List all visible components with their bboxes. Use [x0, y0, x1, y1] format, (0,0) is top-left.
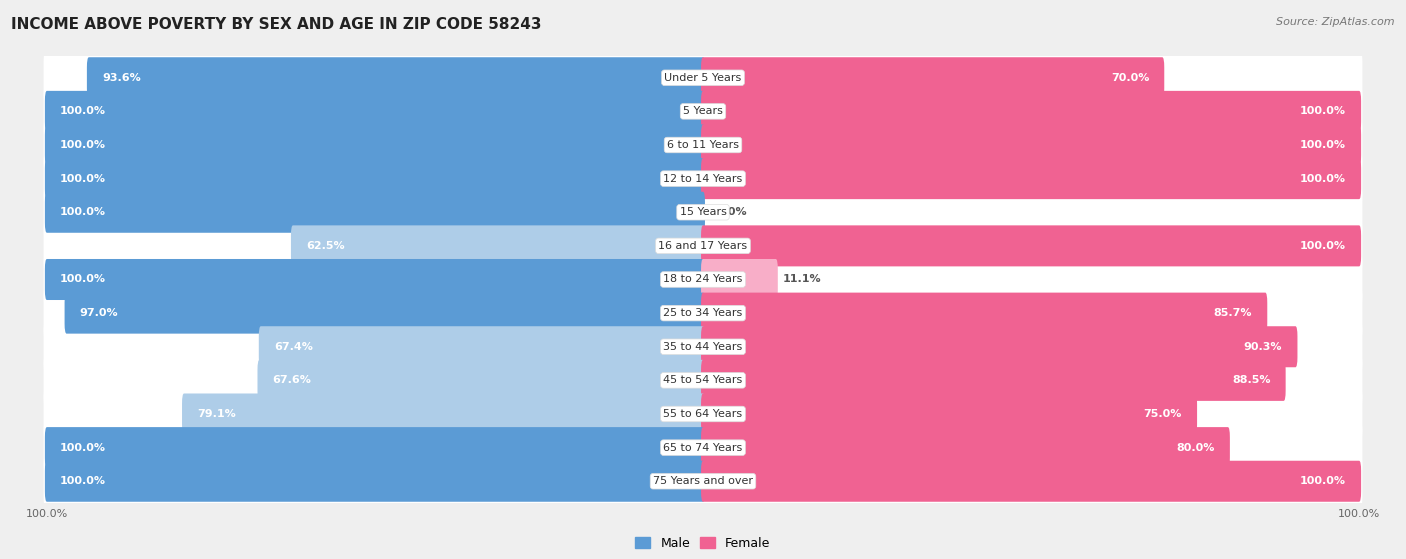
- Text: 100.0%: 100.0%: [60, 207, 105, 217]
- Text: INCOME ABOVE POVERTY BY SEX AND AGE IN ZIP CODE 58243: INCOME ABOVE POVERTY BY SEX AND AGE IN Z…: [11, 17, 541, 32]
- FancyBboxPatch shape: [259, 326, 704, 367]
- FancyBboxPatch shape: [44, 282, 1362, 344]
- Text: 100.0%: 100.0%: [1301, 106, 1346, 116]
- FancyBboxPatch shape: [44, 148, 1362, 209]
- Text: 5 Years: 5 Years: [683, 106, 723, 116]
- FancyBboxPatch shape: [44, 182, 1362, 243]
- FancyBboxPatch shape: [44, 81, 1362, 142]
- Text: 45 to 54 Years: 45 to 54 Years: [664, 376, 742, 385]
- FancyBboxPatch shape: [45, 125, 704, 165]
- FancyBboxPatch shape: [44, 316, 1362, 377]
- Text: 100.0%: 100.0%: [60, 106, 105, 116]
- Text: 100.0%: 100.0%: [1301, 140, 1346, 150]
- Text: 75.0%: 75.0%: [1143, 409, 1182, 419]
- FancyBboxPatch shape: [87, 57, 704, 98]
- Text: 100.0%: 100.0%: [1301, 241, 1346, 251]
- Text: 15 Years: 15 Years: [679, 207, 727, 217]
- Text: 100.0%: 100.0%: [60, 476, 105, 486]
- Text: 65 to 74 Years: 65 to 74 Years: [664, 443, 742, 453]
- Text: 67.6%: 67.6%: [273, 376, 312, 385]
- Legend: Male, Female: Male, Female: [630, 532, 776, 555]
- FancyBboxPatch shape: [65, 292, 704, 334]
- FancyBboxPatch shape: [702, 360, 1285, 401]
- FancyBboxPatch shape: [181, 394, 704, 434]
- FancyBboxPatch shape: [702, 57, 1164, 98]
- Text: 25 to 34 Years: 25 to 34 Years: [664, 308, 742, 318]
- Text: 93.6%: 93.6%: [103, 73, 141, 83]
- FancyBboxPatch shape: [702, 326, 1298, 367]
- FancyBboxPatch shape: [45, 259, 704, 300]
- Text: 75 Years and over: 75 Years and over: [652, 476, 754, 486]
- FancyBboxPatch shape: [44, 451, 1362, 512]
- Text: 70.0%: 70.0%: [1111, 73, 1149, 83]
- FancyBboxPatch shape: [702, 394, 1197, 434]
- FancyBboxPatch shape: [44, 249, 1362, 310]
- FancyBboxPatch shape: [702, 461, 1361, 502]
- Text: 55 to 64 Years: 55 to 64 Years: [664, 409, 742, 419]
- FancyBboxPatch shape: [257, 360, 704, 401]
- FancyBboxPatch shape: [702, 91, 1361, 132]
- Text: 100.0%: 100.0%: [60, 274, 105, 285]
- Text: 79.1%: 79.1%: [197, 409, 236, 419]
- Text: 85.7%: 85.7%: [1213, 308, 1253, 318]
- Text: 12 to 14 Years: 12 to 14 Years: [664, 174, 742, 183]
- Text: 0.0%: 0.0%: [716, 207, 747, 217]
- FancyBboxPatch shape: [702, 158, 1361, 199]
- Text: 35 to 44 Years: 35 to 44 Years: [664, 342, 742, 352]
- FancyBboxPatch shape: [44, 417, 1362, 478]
- FancyBboxPatch shape: [44, 215, 1362, 277]
- Text: 16 and 17 Years: 16 and 17 Years: [658, 241, 748, 251]
- Text: Under 5 Years: Under 5 Years: [665, 73, 741, 83]
- FancyBboxPatch shape: [702, 427, 1230, 468]
- Text: 11.1%: 11.1%: [782, 274, 821, 285]
- FancyBboxPatch shape: [45, 158, 704, 199]
- FancyBboxPatch shape: [44, 115, 1362, 176]
- Text: 97.0%: 97.0%: [80, 308, 118, 318]
- Text: 100.0%: 100.0%: [1301, 174, 1346, 183]
- FancyBboxPatch shape: [702, 292, 1267, 334]
- FancyBboxPatch shape: [45, 91, 704, 132]
- FancyBboxPatch shape: [702, 125, 1361, 165]
- FancyBboxPatch shape: [291, 225, 704, 267]
- FancyBboxPatch shape: [45, 427, 704, 468]
- Text: 88.5%: 88.5%: [1232, 376, 1271, 385]
- FancyBboxPatch shape: [702, 259, 778, 300]
- Text: 6 to 11 Years: 6 to 11 Years: [666, 140, 740, 150]
- Text: 62.5%: 62.5%: [307, 241, 344, 251]
- Text: 90.3%: 90.3%: [1244, 342, 1282, 352]
- Text: 100.0%: 100.0%: [60, 443, 105, 453]
- FancyBboxPatch shape: [44, 47, 1362, 108]
- FancyBboxPatch shape: [44, 383, 1362, 444]
- Text: 18 to 24 Years: 18 to 24 Years: [664, 274, 742, 285]
- FancyBboxPatch shape: [45, 461, 704, 502]
- Text: 67.4%: 67.4%: [274, 342, 312, 352]
- Text: 100.0%: 100.0%: [1301, 476, 1346, 486]
- FancyBboxPatch shape: [702, 225, 1361, 267]
- Text: 100.0%: 100.0%: [60, 174, 105, 183]
- Text: 100.0%: 100.0%: [60, 140, 105, 150]
- FancyBboxPatch shape: [45, 192, 704, 233]
- Text: 80.0%: 80.0%: [1177, 443, 1215, 453]
- Text: Source: ZipAtlas.com: Source: ZipAtlas.com: [1277, 17, 1395, 27]
- FancyBboxPatch shape: [44, 350, 1362, 411]
